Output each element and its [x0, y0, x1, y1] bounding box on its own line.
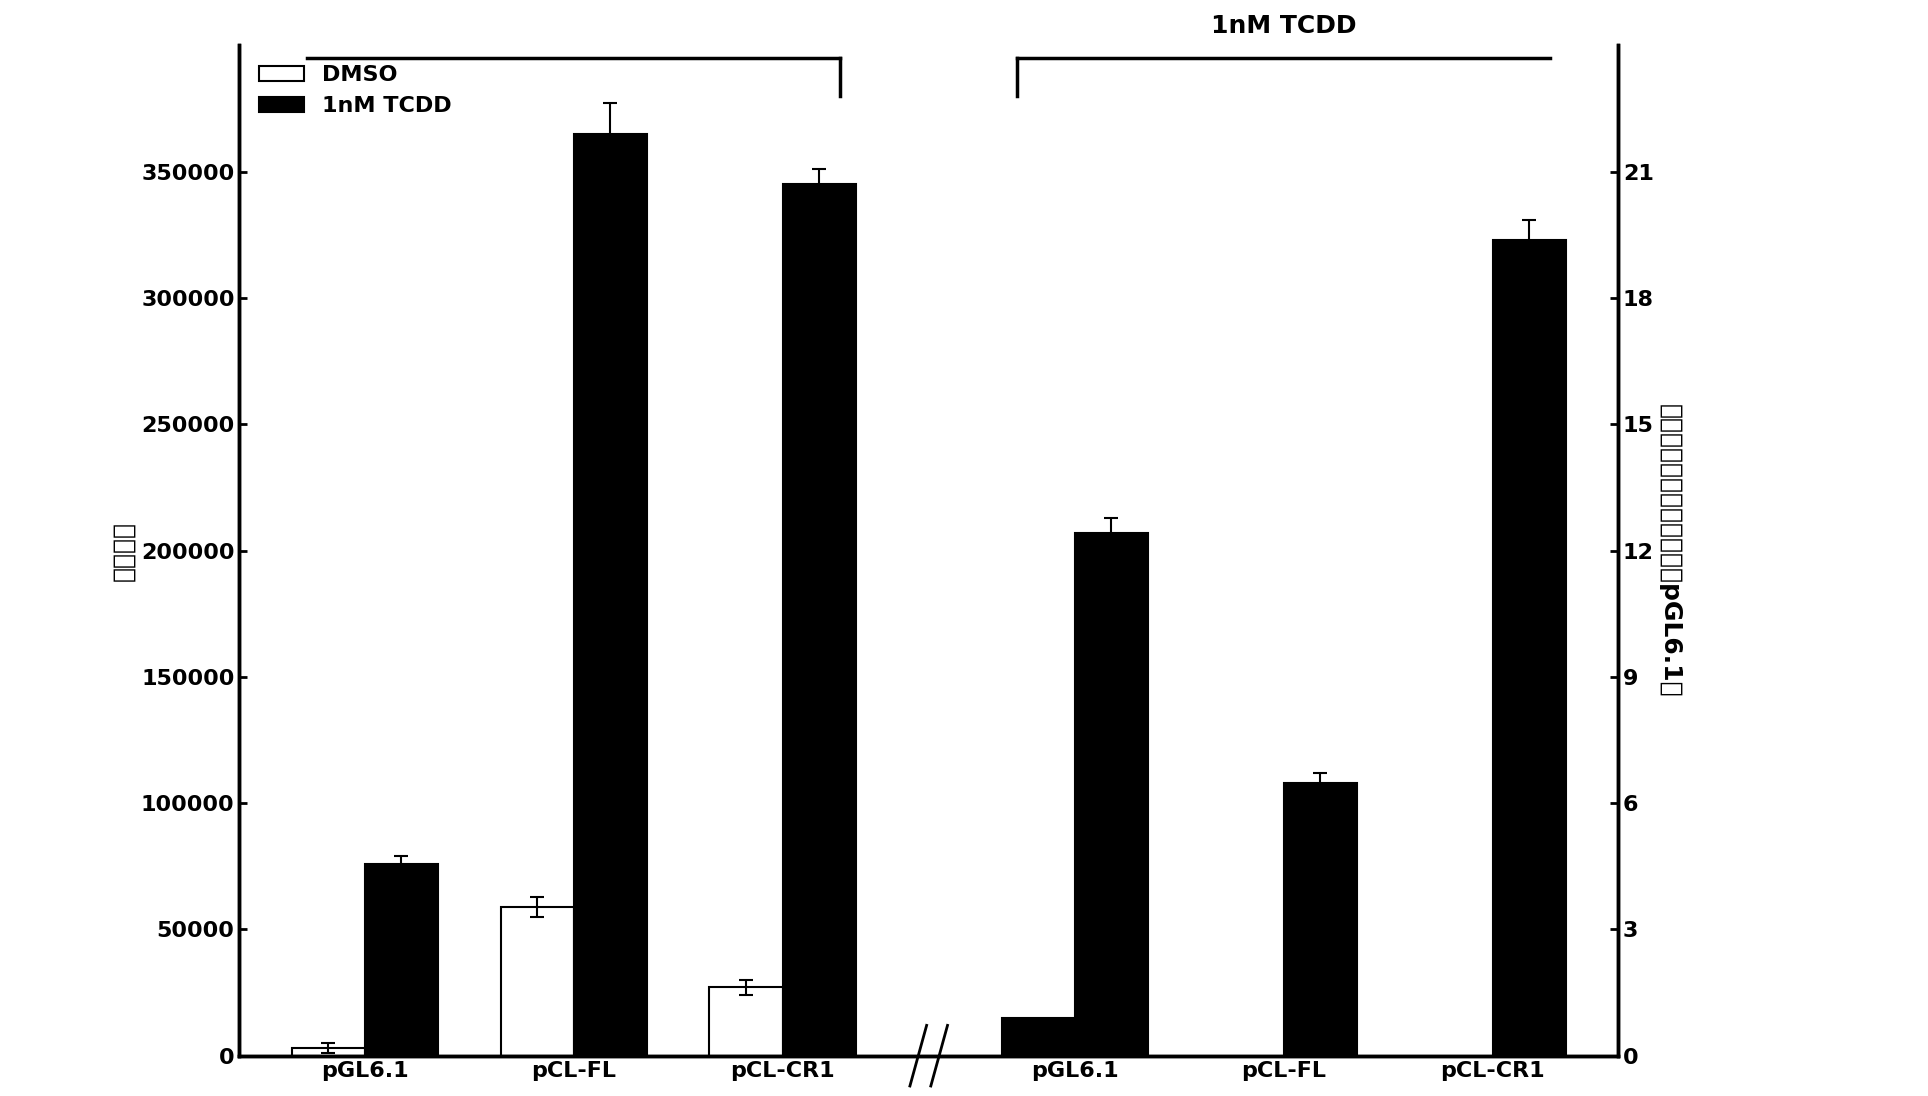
Text: 1nM TCDD: 1nM TCDD	[1211, 14, 1357, 37]
Bar	[291, 1048, 364, 1055]
Bar	[1492, 240, 1566, 1055]
Bar	[575, 134, 646, 1055]
Bar	[1284, 783, 1357, 1055]
Bar	[1003, 1018, 1076, 1055]
Y-axis label: 荣光素酶活性倍数（相对于pGL6.1）: 荣光素酶活性倍数（相对于pGL6.1）	[1658, 403, 1681, 697]
Bar	[783, 184, 856, 1055]
Bar	[1076, 533, 1147, 1055]
Bar	[710, 987, 783, 1055]
Bar	[364, 864, 438, 1055]
Y-axis label: 荺光強度: 荺光強度	[112, 521, 135, 581]
Legend: DMSO, 1nM TCDD: DMSO, 1nM TCDD	[251, 56, 461, 125]
Bar	[501, 906, 575, 1055]
